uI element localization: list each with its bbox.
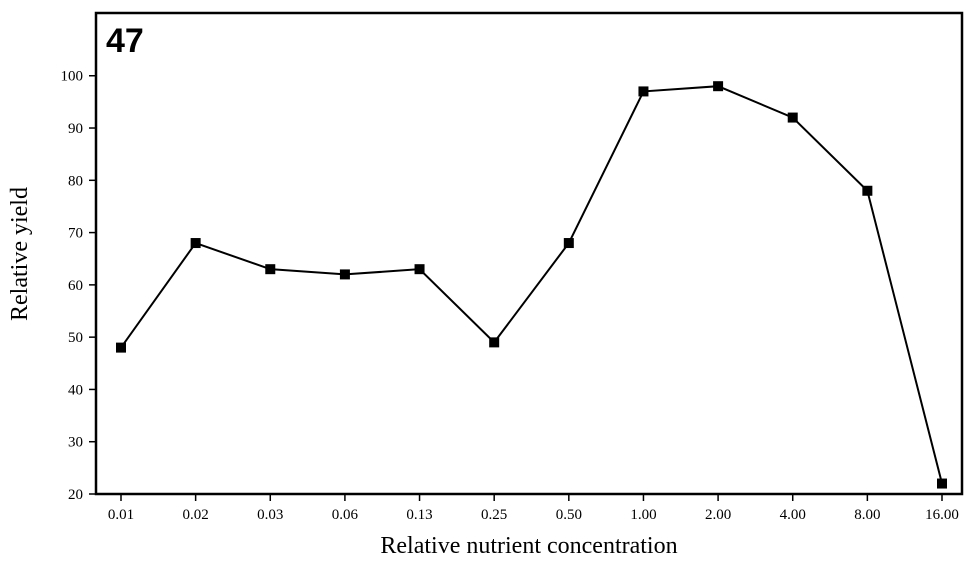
- x-tick-label: 1.00: [630, 507, 656, 523]
- y-tick-label: 30: [68, 435, 83, 451]
- x-tick-label: 0.25: [481, 507, 507, 523]
- y-tick-label: 100: [61, 69, 84, 85]
- data-point: [713, 81, 724, 92]
- series: [116, 81, 947, 489]
- x-tick-label: 0.02: [183, 507, 209, 523]
- y-tick-label: 80: [68, 173, 83, 189]
- x-tick-label: 0.50: [556, 507, 582, 523]
- panel-label: 47: [106, 22, 144, 60]
- x-tick-label: 0.06: [332, 507, 359, 523]
- x-axis-title: Relative nutrient concentration: [380, 533, 677, 559]
- data-point: [414, 264, 425, 275]
- x-tick-label: 0.13: [406, 507, 432, 523]
- y-tick-label: 40: [68, 382, 83, 398]
- x-tick-label: 2.00: [705, 507, 731, 523]
- data-point: [638, 86, 649, 97]
- data-point: [489, 337, 500, 348]
- data-point: [563, 238, 574, 249]
- y-axis-title: Relative yield: [7, 187, 33, 321]
- x-tick-label: 0.01: [108, 507, 134, 523]
- y-tick-label: 90: [68, 121, 83, 137]
- x-tick-label: 0.03: [257, 507, 283, 523]
- x-tick-label: 4.00: [780, 507, 806, 523]
- y-tick-label: 50: [68, 330, 83, 346]
- data-point: [862, 185, 873, 196]
- plot-frame: [94, 11, 964, 496]
- data-point: [787, 112, 798, 123]
- y-tick-label: 60: [68, 278, 83, 294]
- x-tick-label: 16.00: [925, 507, 959, 523]
- y-axis-ticks: 20 30 40 50 60 70 80 90 100: [61, 69, 96, 503]
- y-tick-label: 20: [68, 487, 83, 503]
- data-point: [937, 478, 947, 489]
- y-tick-label: 70: [68, 226, 83, 242]
- data-point: [265, 264, 276, 275]
- data-point: [116, 342, 126, 353]
- data-point: [339, 269, 350, 280]
- x-tick-label: 8.00: [854, 507, 880, 523]
- x-axis-ticks: 0.01 0.02 0.03 0.06 0.13 0.25 0.50 1.00 2.00 4.00…: [108, 494, 959, 523]
- data-point: [190, 238, 201, 249]
- series-line: [120, 85, 943, 484]
